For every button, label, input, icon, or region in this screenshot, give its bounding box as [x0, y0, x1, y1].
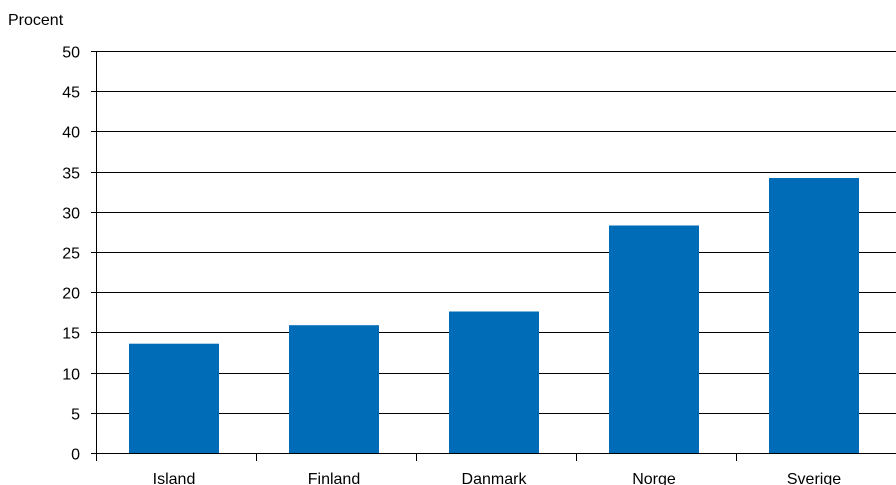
- y-tick-labels: 0 5 10 15 20 25 30 35 40 45 50: [62, 45, 80, 464]
- gridlines: [96, 51, 896, 414]
- x-tick-label: Sverige: [787, 471, 841, 485]
- bar-norge: [609, 225, 699, 453]
- bar-sverige: [769, 178, 859, 453]
- y-tick-label: 5: [71, 407, 80, 424]
- bar-island: [129, 343, 219, 453]
- y-tick-label: 45: [62, 85, 80, 102]
- y-tick-label: 30: [62, 206, 80, 223]
- bar-danmark: [449, 311, 539, 453]
- y-tick-label: 20: [62, 286, 80, 303]
- y-tick-label: 40: [62, 125, 80, 142]
- x-tick-label: Finland: [308, 471, 360, 485]
- y-tick-label: 25: [62, 246, 80, 263]
- y-tick-label: 0: [71, 447, 80, 464]
- bar-finland: [289, 325, 379, 453]
- x-tick-label: Island: [153, 471, 196, 485]
- x-tick-label: Norge: [632, 471, 676, 485]
- bars: [129, 178, 859, 453]
- axes: [91, 51, 896, 461]
- y-axis-title: Procent: [8, 12, 64, 29]
- y-tick-label: 35: [62, 166, 80, 183]
- y-tick-label: 15: [62, 326, 80, 343]
- y-tick-label: 10: [62, 367, 80, 384]
- x-tick-label: Danmark: [462, 471, 528, 485]
- y-tick-label: 50: [62, 45, 80, 62]
- x-tick-labels: Island Finland Danmark Norge Sverige: [153, 471, 842, 485]
